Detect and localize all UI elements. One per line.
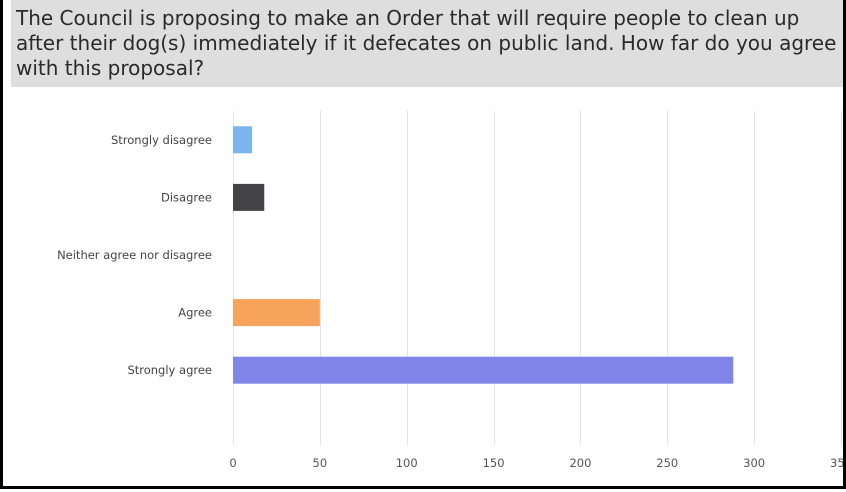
x-tick-label-50: 50 bbox=[313, 456, 328, 470]
x-tick-label-300: 300 bbox=[743, 456, 765, 470]
x-tick-label-0: 0 bbox=[229, 456, 236, 470]
question-text: The Council is proposing to make an Orde… bbox=[16, 6, 837, 80]
question-header: The Council is proposing to make an Orde… bbox=[11, 0, 843, 87]
category-label-neither-agree-nor-disagree: Neither agree nor disagree bbox=[57, 248, 212, 262]
bar-strongly-agree[interactable] bbox=[233, 356, 734, 384]
category-label-agree: Agree bbox=[178, 306, 212, 320]
x-tick-label-150: 150 bbox=[483, 456, 505, 470]
bar-disagree[interactable] bbox=[233, 183, 265, 211]
x-tick-label-250: 250 bbox=[656, 456, 678, 470]
bar-strongly-disagree[interactable] bbox=[233, 126, 253, 154]
x-tick-label-100: 100 bbox=[396, 456, 418, 470]
category-label-disagree: Disagree bbox=[161, 190, 212, 204]
grid-lines bbox=[233, 111, 842, 445]
x-tick-label-200: 200 bbox=[569, 456, 591, 470]
bar-agree[interactable] bbox=[233, 299, 320, 327]
category-label-strongly-disagree: Strongly disagree bbox=[111, 133, 212, 147]
x-axis-tick-labels: 0 50 100 150 200 250 300 350 bbox=[229, 456, 843, 470]
bars bbox=[233, 126, 734, 384]
category-labels: Strongly disagree Disagree Neither agree n… bbox=[57, 133, 212, 377]
category-label-strongly-agree: Strongly agree bbox=[127, 363, 212, 377]
x-tick-label-350: 350 bbox=[830, 456, 843, 470]
bar-chart: Strongly disagree Disagree Neither agree n… bbox=[57, 111, 843, 470]
